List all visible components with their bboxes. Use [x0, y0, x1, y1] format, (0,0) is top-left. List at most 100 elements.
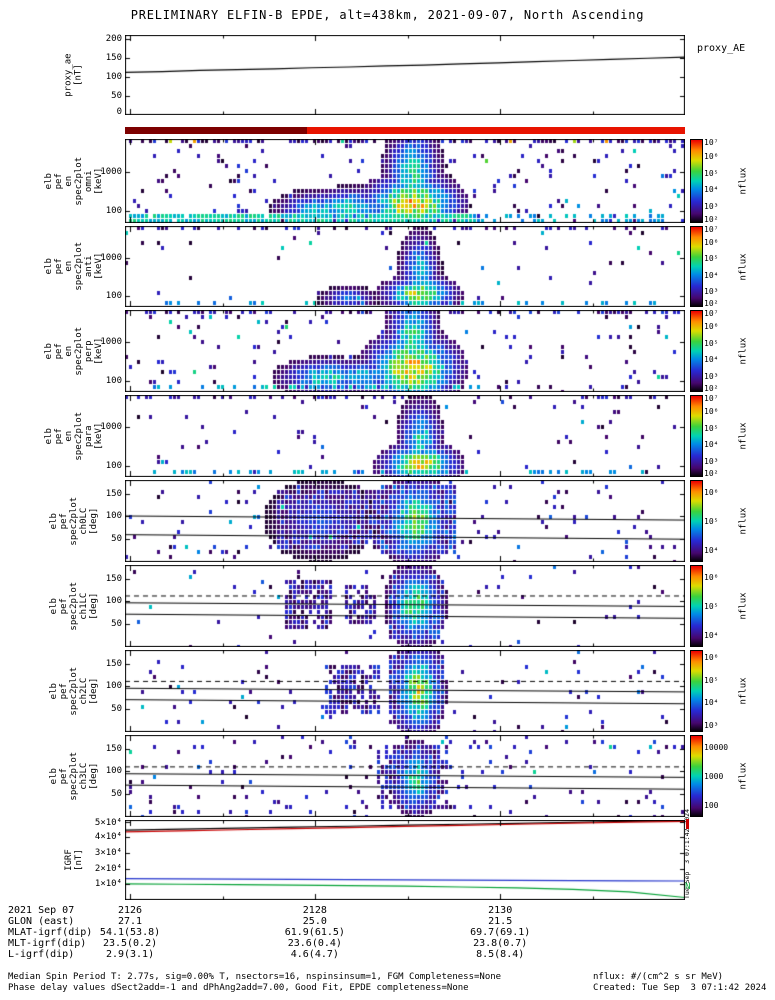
- proxy-ae-ylabel: proxy_ae [nT]: [63, 53, 84, 97]
- ch2lc-ytick-1: 100: [105, 681, 122, 692]
- en-omni-ytick-1: 100: [105, 206, 122, 217]
- ch2lc-colorbar: [690, 650, 703, 732]
- en-omni-ytick-0: 1000: [100, 166, 122, 177]
- proxy-ae-plot: [125, 35, 685, 115]
- en-anti-colorbar-label-3: 10⁴: [704, 270, 719, 280]
- igrf-ytick-3: 2×10⁴: [94, 863, 122, 874]
- ch2lc-colorbar-unit-wrap: nflux: [737, 650, 751, 732]
- en-perp-colorbar-label-0: 10⁷: [704, 309, 719, 318]
- en-omni-colorbar: [690, 139, 703, 223]
- en-omni-colorbar-label-5: 10²: [704, 215, 719, 224]
- en-anti-ytick-1: 100: [105, 290, 122, 301]
- ephem-value-1-1: 61.9(61.5): [284, 927, 345, 938]
- en-omni-colorbar-label-2: 10⁵: [704, 168, 719, 178]
- igrf-ytick-1: 4×10⁴: [94, 832, 122, 843]
- ch2lc-colorbar-label-1: 10⁵: [704, 675, 719, 685]
- ch1lc-plot: [125, 565, 685, 647]
- ephem-value-0-2: 21.5: [488, 916, 513, 927]
- ch0lc-ytick-1: 100: [105, 511, 122, 522]
- en-para-colorbar-label-0: 10⁷: [704, 394, 719, 403]
- ch1lc-colorbar-label-0: 10⁶: [704, 573, 719, 583]
- en-para-colorbar-label-5: 10²: [704, 469, 719, 478]
- en-omni-ylabel: elb pef en spec2plot omni [keV]: [43, 156, 105, 206]
- en-perp-plot: [125, 310, 685, 392]
- en-para-colorbar-label-1: 10⁶: [704, 407, 719, 417]
- en-anti-colorbar-label-2: 10⁵: [704, 254, 719, 264]
- ch0lc-ylabel: elb pef spec2plot ch0LC [deg]: [48, 496, 100, 546]
- ch2lc-ylabel-wrap: elb pef spec2plot ch2LC [deg]: [26, 650, 122, 732]
- ephem-value-0-1: 25.0: [302, 916, 327, 927]
- ephem-value-0-0: 27.1: [117, 916, 143, 927]
- ephem-value-1-0: 54.1(53.8): [99, 927, 161, 938]
- availability-segment-1: [307, 127, 685, 134]
- ch3lc-colorbar-label-2: 100: [704, 800, 719, 810]
- proxy-ae-ytick-2: 100: [105, 71, 122, 82]
- ch2lc-colorbar-label-2: 10⁴: [704, 698, 719, 708]
- ch2lc-ytick-0: 150: [105, 658, 122, 669]
- ch3lc-ytick-0: 150: [105, 743, 122, 754]
- ch1lc-ylabel-wrap: elb pef spec2plot ch1LC [deg]: [26, 565, 122, 647]
- en-omni-plot: [125, 139, 685, 223]
- proxy-ae-ytick-4: 0: [116, 107, 122, 117]
- ch1lc-colorbar: [690, 565, 703, 647]
- en-anti-colorbar-label-1: 10⁶: [704, 238, 719, 248]
- proxy-ae-ylabel-wrap: proxy_ae [nT]: [26, 35, 122, 115]
- igrf-ylabel: IGRF [nT]: [63, 849, 84, 871]
- en-perp-colorbar: [690, 310, 703, 392]
- en-anti-colorbar-label-5: 10²: [704, 299, 719, 308]
- ephem-value-1-2: 69.7(69.1): [470, 927, 531, 938]
- ch1lc-ytick-2: 50: [111, 619, 122, 630]
- time-tick-label-2: 2130: [488, 905, 513, 916]
- ephem-row-label-3: L-igrf(dip): [8, 949, 75, 960]
- ephem-value-2-0: 23.5(0.2): [102, 938, 158, 949]
- en-perp-ylabel-wrap: elb pef en spec2plot perp [keV]: [26, 310, 122, 392]
- en-perp-colorbar-unit-wrap: nflux: [737, 310, 751, 392]
- en-perp-colorbar-label-3: 10⁴: [704, 355, 719, 365]
- en-perp-colorbar-label-1: 10⁶: [704, 322, 719, 332]
- footer-created-timestamp: Created: Tue Sep 3 07:1:42 2024: [593, 983, 767, 993]
- en-omni-colorbar-unit: nflux: [739, 167, 749, 195]
- en-anti-plot: [125, 226, 685, 307]
- en-para-ytick-0: 1000: [100, 421, 122, 432]
- en-para-colorbar-label-2: 10⁵: [704, 423, 719, 433]
- footer-phase-info: Phase delay values dSect2add=-1 and dPhA…: [8, 983, 469, 993]
- footer-flux-units: nflux: #/(cm^2 s sr MeV): [593, 972, 724, 982]
- igrf-ytick-2: 3×10⁴: [94, 847, 122, 858]
- en-anti-colorbar-unit: nflux: [739, 252, 749, 281]
- ephem-row-label-0: GLON (east): [8, 916, 75, 927]
- ch0lc-colorbar-label-1: 10⁵: [704, 517, 719, 526]
- time-tick-label-0: 2126: [117, 905, 143, 916]
- en-perp-ytick-0: 1000: [100, 336, 122, 347]
- igrf-ytick-0: 5×10⁴: [94, 818, 122, 828]
- ch0lc-colorbar-unit: nflux: [739, 507, 749, 535]
- proxy-ae-ytick-0: 200: [105, 33, 122, 44]
- ch1lc-colorbar-unit: nflux: [739, 592, 749, 620]
- ch2lc-colorbar-label-3: 10³: [704, 721, 719, 731]
- en-perp-ytick-1: 100: [105, 375, 122, 386]
- ch0lc-colorbar-label-2: 10⁴: [704, 545, 719, 555]
- proxy-ae-ytick-3: 50: [111, 90, 122, 101]
- en-perp-colorbar-label-5: 10²: [704, 384, 719, 393]
- ch1lc-colorbar-unit-wrap: nflux: [737, 565, 751, 647]
- ch2lc-plot: [125, 650, 685, 732]
- ch2lc-ytick-2: 50: [111, 704, 122, 715]
- date-label: 2021 Sep 07: [8, 905, 75, 916]
- ch0lc-colorbar: [690, 480, 703, 562]
- ch1lc-ytick-1: 100: [105, 596, 122, 607]
- ch2lc-ylabel: elb pef spec2plot ch2LC [deg]: [48, 666, 100, 716]
- plot-title: PRELIMINARY ELFIN-B EPDE, alt=438km, 202…: [130, 8, 645, 22]
- igrf-north-marker: N: [685, 882, 691, 892]
- ch3lc-ytick-1: 100: [105, 766, 122, 777]
- en-para-plot: [125, 395, 685, 477]
- en-anti-ylabel: elb pef en spec2plot anti [keV]: [43, 242, 105, 291]
- en-perp-colorbar-unit: nflux: [739, 337, 749, 365]
- ch3lc-colorbar-label-0: 10000: [704, 743, 729, 753]
- ch2lc-colorbar-unit: nflux: [739, 677, 749, 705]
- en-anti-colorbar: [690, 226, 703, 307]
- ch0lc-colorbar-unit-wrap: nflux: [737, 480, 751, 562]
- ch0lc-plot: [125, 480, 685, 562]
- ephem-row-label-2: MLT-igrf(dip): [8, 938, 87, 949]
- en-para-colorbar-unit: nflux: [739, 422, 749, 450]
